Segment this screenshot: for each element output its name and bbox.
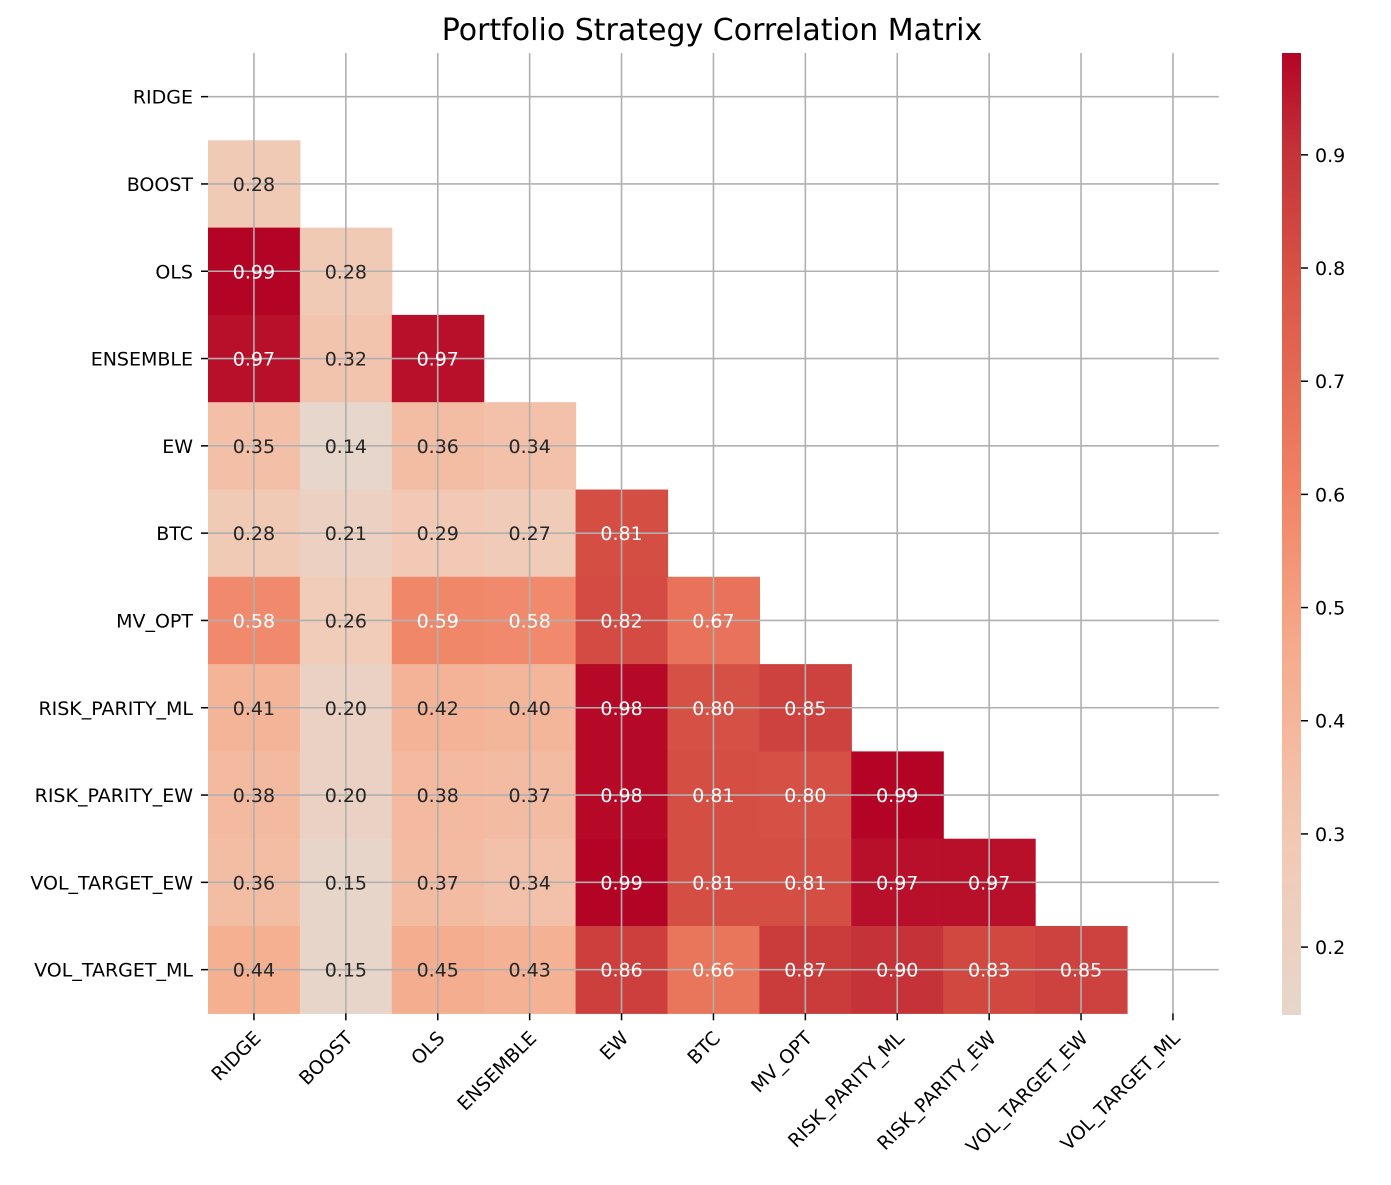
y-tick-label: MV_OPT xyxy=(116,610,193,632)
y-tick-label: ENSEMBLE xyxy=(91,349,193,371)
cell-value-label: 0.85 xyxy=(784,698,826,720)
cell-value-label: 0.99 xyxy=(233,261,275,283)
x-tick-label: ENSEMBLE xyxy=(453,1027,541,1115)
x-tick-labels: RIDGE BOOST OLS ENSEMBLE EW BTC MV_OPTRISK_PAR… xyxy=(207,1013,1185,1158)
colorbar-tick-label: 0.3 xyxy=(1315,824,1345,846)
cell-value-label: 0.58 xyxy=(233,610,275,632)
cell-value-label: 0.27 xyxy=(508,523,550,545)
cell-value-label: 0.29 xyxy=(417,523,459,545)
y-tick-label: VOL_TARGET_EW xyxy=(30,872,193,894)
cell-value-label: 0.32 xyxy=(325,349,367,371)
colorbar-tick-label: 0.4 xyxy=(1315,711,1345,733)
cell-value-label: 0.28 xyxy=(325,261,367,283)
y-tick-label: BOOST xyxy=(127,174,194,196)
y-tick-label: VOL_TARGET_ML xyxy=(34,960,193,982)
cell-value-label: 0.67 xyxy=(692,610,734,632)
cell-value-label: 0.45 xyxy=(417,960,459,982)
colorbar-gradient xyxy=(1282,53,1301,1015)
cell-value-label: 0.90 xyxy=(876,960,918,982)
cell-value-label: 0.80 xyxy=(784,785,826,807)
cell-value-label: 0.36 xyxy=(233,872,275,894)
cell-value-label: 0.99 xyxy=(876,785,918,807)
cell-value-label: 0.58 xyxy=(508,610,550,632)
y-tick-labels: RIDGE BOOST OLS ENSEMBLE EW BTC MV_OPT RISK_PAR… xyxy=(30,87,208,982)
chart-title: Portfolio Strategy Correlation Matrix xyxy=(442,13,982,48)
colorbar-tick-label: 0.9 xyxy=(1315,145,1345,167)
cell-value-label: 0.21 xyxy=(325,523,367,545)
x-tick-label: BTC xyxy=(683,1027,725,1069)
cell-value-label: 0.82 xyxy=(600,610,642,632)
cell-value-label: 0.15 xyxy=(325,872,367,894)
cell-value-label: 0.80 xyxy=(692,698,734,720)
cell-value-label: 0.97 xyxy=(968,872,1010,894)
cell-value-label: 0.81 xyxy=(600,523,642,545)
cell-value-label: 0.36 xyxy=(417,436,459,458)
cell-value-label: 0.20 xyxy=(325,785,367,807)
cell-value-label: 0.20 xyxy=(325,698,367,720)
y-tick-label: RISK_PARITY_ML xyxy=(38,698,193,720)
cell-value-label: 0.99 xyxy=(600,872,642,894)
cell-value-label: 0.85 xyxy=(1060,960,1102,982)
colorbar-tick-label: 0.6 xyxy=(1315,484,1345,506)
cell-value-label: 0.81 xyxy=(784,872,826,894)
x-tick-label: OLS xyxy=(407,1027,449,1069)
x-tick-label: RIDGE xyxy=(207,1027,265,1085)
cell-value-label: 0.28 xyxy=(233,174,275,196)
cell-value-label: 0.87 xyxy=(784,960,826,982)
cell-value-label: 0.98 xyxy=(600,698,642,720)
cell-value-label: 0.26 xyxy=(325,610,367,632)
cell-value-label: 0.81 xyxy=(692,785,734,807)
cell-value-label: 0.37 xyxy=(508,785,550,807)
cell-value-label: 0.34 xyxy=(508,872,550,894)
cell-value-label: 0.38 xyxy=(417,785,459,807)
cell-value-label: 0.97 xyxy=(876,872,918,894)
cell-value-label: 0.41 xyxy=(233,698,275,720)
x-tick-label: EW xyxy=(596,1027,633,1064)
grid-lines xyxy=(208,53,1219,1014)
cell-value-label: 0.97 xyxy=(233,349,275,371)
cell-value-label: 0.59 xyxy=(417,610,459,632)
colorbar: 0.2 0.3 0.4 0.5 0.6 0.7 0.8 0.9 xyxy=(1282,53,1345,1015)
cell-value-label: 0.98 xyxy=(600,785,642,807)
cell-value-label: 0.83 xyxy=(968,960,1010,982)
x-tick-label: MV_OPT xyxy=(747,1027,817,1097)
colorbar-tick-label: 0.5 xyxy=(1315,598,1345,620)
cell-value-label: 0.97 xyxy=(417,349,459,371)
y-tick-label: OLS xyxy=(155,261,193,283)
cell-value-label: 0.38 xyxy=(233,785,275,807)
x-tick-label: BOOST xyxy=(295,1027,358,1090)
cell-value-label: 0.66 xyxy=(692,960,734,982)
cell-value-label: 0.28 xyxy=(233,523,275,545)
cell-value-label: 0.37 xyxy=(417,872,459,894)
cell-value-label: 0.34 xyxy=(508,436,550,458)
colorbar-tick-label: 0.8 xyxy=(1315,258,1345,280)
colorbar-tick-label: 0.7 xyxy=(1315,371,1345,393)
y-tick-label: RIDGE xyxy=(133,87,193,109)
cell-value-label: 0.81 xyxy=(692,872,734,894)
y-tick-label: EW xyxy=(162,436,193,458)
cell-value-label: 0.15 xyxy=(325,960,367,982)
cell-value-label: 0.43 xyxy=(508,960,550,982)
cell-value-label: 0.14 xyxy=(325,436,367,458)
cell-value-label: 0.86 xyxy=(600,960,642,982)
cell-value-label: 0.42 xyxy=(417,698,459,720)
cell-value-labels: 0.28 0.99 0.28 0.97 0.32 0.97 0.35 0.14 0.36 0.34… xyxy=(233,174,1102,982)
y-tick-label: RISK_PARITY_EW xyxy=(35,785,194,807)
cell-value-label: 0.44 xyxy=(233,960,275,982)
cell-value-label: 0.40 xyxy=(508,698,550,720)
cell-value-label: 0.35 xyxy=(233,436,275,458)
colorbar-tick-label: 0.2 xyxy=(1315,937,1345,959)
y-tick-label: BTC xyxy=(156,523,193,545)
